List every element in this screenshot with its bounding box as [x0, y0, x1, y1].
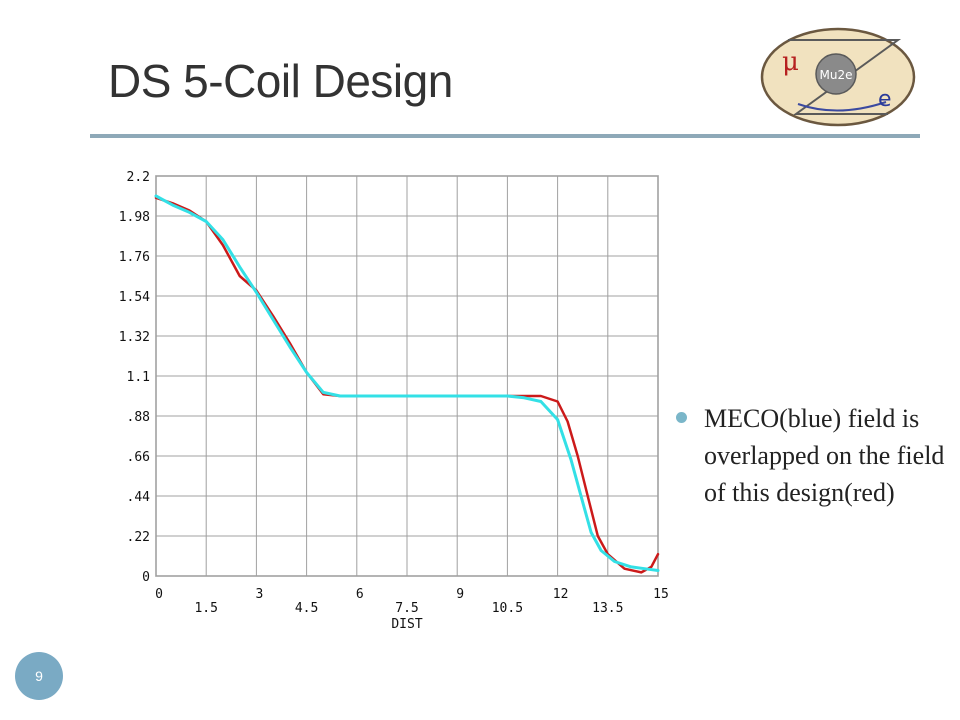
y-tick-label: 1.1 [127, 370, 150, 385]
x-tick-label: 1.5 [194, 601, 217, 616]
title-divider [90, 134, 920, 138]
logo-e-text: e [878, 87, 892, 112]
x-tick-label: 0 [155, 587, 163, 602]
y-tick-label: 2.2 [127, 170, 150, 185]
bullet-list: MECO(blue) field is overlapped on the fi… [676, 400, 946, 511]
x-tick-label: 12 [553, 587, 569, 602]
y-tick-label: .66 [127, 450, 150, 465]
mu2e-logo: Mu2e μ e [758, 22, 918, 132]
x-tick-label: 4.5 [295, 601, 318, 616]
x-tick-label: 9 [456, 587, 464, 602]
field-chart: 2.2 1.98 1.76 1.54 1.32 1.1 .88 .66 .44 .22 0 0 3 6 9 1… [96, 162, 686, 638]
x-tick-label: 3 [255, 587, 263, 602]
y-tick-label: .22 [127, 530, 150, 545]
x-tick-label: 13.5 [592, 601, 623, 616]
logo-mu-text: μ [782, 47, 799, 77]
x-axis-label: DIST [391, 617, 422, 632]
x-tick-label: 7.5 [395, 601, 418, 616]
y-tick-label: 0 [142, 570, 150, 585]
x-tick-label: 6 [356, 587, 364, 602]
bullet-text: MECO(blue) field is overlapped on the fi… [704, 404, 945, 507]
slide-title: DS 5-Coil Design [108, 55, 453, 107]
field-chart-svg: 2.2 1.98 1.76 1.54 1.32 1.1 .88 .66 .44 .22 00 3 6 9 1… [119, 170, 669, 632]
series-line-blue [154, 194, 660, 572]
x-tick-label: 10.5 [492, 601, 523, 616]
y-tick-label: 1.54 [119, 290, 150, 305]
y-tick-label: .88 [127, 410, 150, 425]
logo-center-text: Mu2e [820, 68, 853, 82]
y-tick-label: 1.98 [119, 210, 150, 225]
y-tick-label: 1.32 [119, 330, 150, 345]
page-number-badge: 9 [15, 652, 63, 700]
x-tick-label: 15 [653, 587, 669, 602]
bullet-dot-icon [676, 412, 687, 423]
Mu2e-logo-icon: Mu2e μ e [760, 27, 916, 127]
y-tick-label: .44 [127, 490, 151, 505]
y-tick-label: 1.76 [119, 250, 150, 265]
